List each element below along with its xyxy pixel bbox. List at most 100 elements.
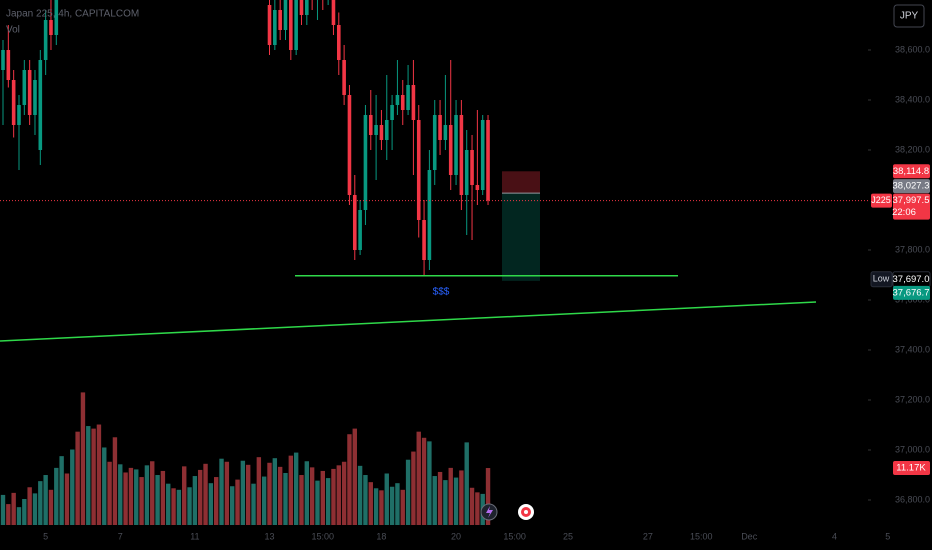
candle-body [267,5,272,45]
candle-body [347,95,352,195]
stop-price-label-box [893,164,930,179]
candle-body [374,125,378,135]
volume-bar [283,472,288,525]
x-tick-label: 13 [264,531,274,541]
candle-body [289,0,293,50]
low-name-box [870,271,893,288]
low-name: Low [873,274,890,284]
candle-body [278,10,282,30]
volume-bar [443,480,448,525]
volume-bar [118,464,123,525]
candle-body [352,195,357,250]
candle-body [416,120,421,220]
volume-bar [155,475,160,525]
low-price-label: 37,697.0 [893,274,930,285]
volume-bar [43,475,48,525]
volume-bar [214,477,219,525]
volume-bar [139,477,144,525]
x-tick-label: 15:00 [690,531,713,541]
volume-bar [256,457,262,525]
volume-bar [384,473,389,525]
volume-bar [320,470,325,525]
target-price-label-box [893,285,930,300]
candle-body [49,20,53,35]
volume-bar [144,465,150,525]
volume-bar [128,467,134,525]
candle-body [480,120,485,190]
candle-body [17,105,21,125]
candle-body [384,120,389,140]
target-price-label: 37,676.7 [893,287,930,298]
candle-body [273,10,277,45]
volume-bar [187,487,192,525]
volume-bar [437,471,443,525]
volume-bar [102,447,107,525]
volume-bar [166,483,171,525]
volume-bar [267,462,272,525]
candle-body [486,120,490,201]
candle-body [454,115,458,175]
volume-bar [192,476,198,525]
trend-line [0,301,817,342]
volume-bar [38,481,43,525]
candle-body [379,125,384,140]
volume-bar [432,476,437,525]
volume-bar [203,463,208,525]
volume-bar [96,424,102,525]
volume-bar [400,489,405,525]
candle-body [27,70,32,115]
volume-bar [336,465,341,525]
volume-bar [341,461,347,525]
candle-body [33,80,37,115]
volume-bar [453,477,459,525]
volume-bar [405,459,411,525]
countdown-label: 22:06 [892,207,916,218]
currency-button[interactable] [893,4,925,28]
volume-bar [75,431,80,525]
volume-bar [357,465,363,525]
candle-body [443,125,448,140]
volume-bar [176,489,182,525]
candle-body [54,0,59,35]
candle-body [358,210,362,250]
candle-body [470,150,474,185]
volume-bar [235,479,240,525]
volume-bar [6,504,11,525]
volume-bar [363,475,368,525]
volume-bar [245,464,251,525]
volume-bar [299,475,304,525]
volume-bar [352,428,357,525]
volume-bar [395,483,400,525]
symbol-label: J225 [871,195,891,205]
volume-last-label-box [893,461,930,476]
stop-price-label: 38,114.8 [893,166,929,177]
candle-body [336,25,341,60]
candle-body [1,50,5,70]
x-tick-label: 5 [885,531,890,541]
volume-bar [224,461,230,525]
position-stop-zone [502,171,540,194]
candle-body [38,60,43,150]
plot-area [0,0,868,525]
volume-bar [64,473,70,525]
candle-body [11,80,16,125]
volume-bar [261,476,267,525]
candle-body [283,0,288,30]
y-tick-label: 38,600.0 [895,44,930,54]
x-tick-label: 15:00 [312,531,335,541]
volume-bar [91,428,96,525]
volume-bar [27,487,32,525]
x-tick-label: Dec [741,531,758,541]
y-tick-label: 36,800.0 [895,494,930,504]
volume-bar [485,468,491,525]
volume-bar [22,498,27,525]
volume-bar [464,442,469,525]
volume-bar [16,507,22,525]
x-tick-label: 5 [43,531,48,541]
volume-bar [448,467,453,525]
volume-bar [182,466,187,525]
volume-title: Vol [6,25,20,36]
volume-bar [469,487,475,525]
x-tick-label: 18 [376,531,386,541]
